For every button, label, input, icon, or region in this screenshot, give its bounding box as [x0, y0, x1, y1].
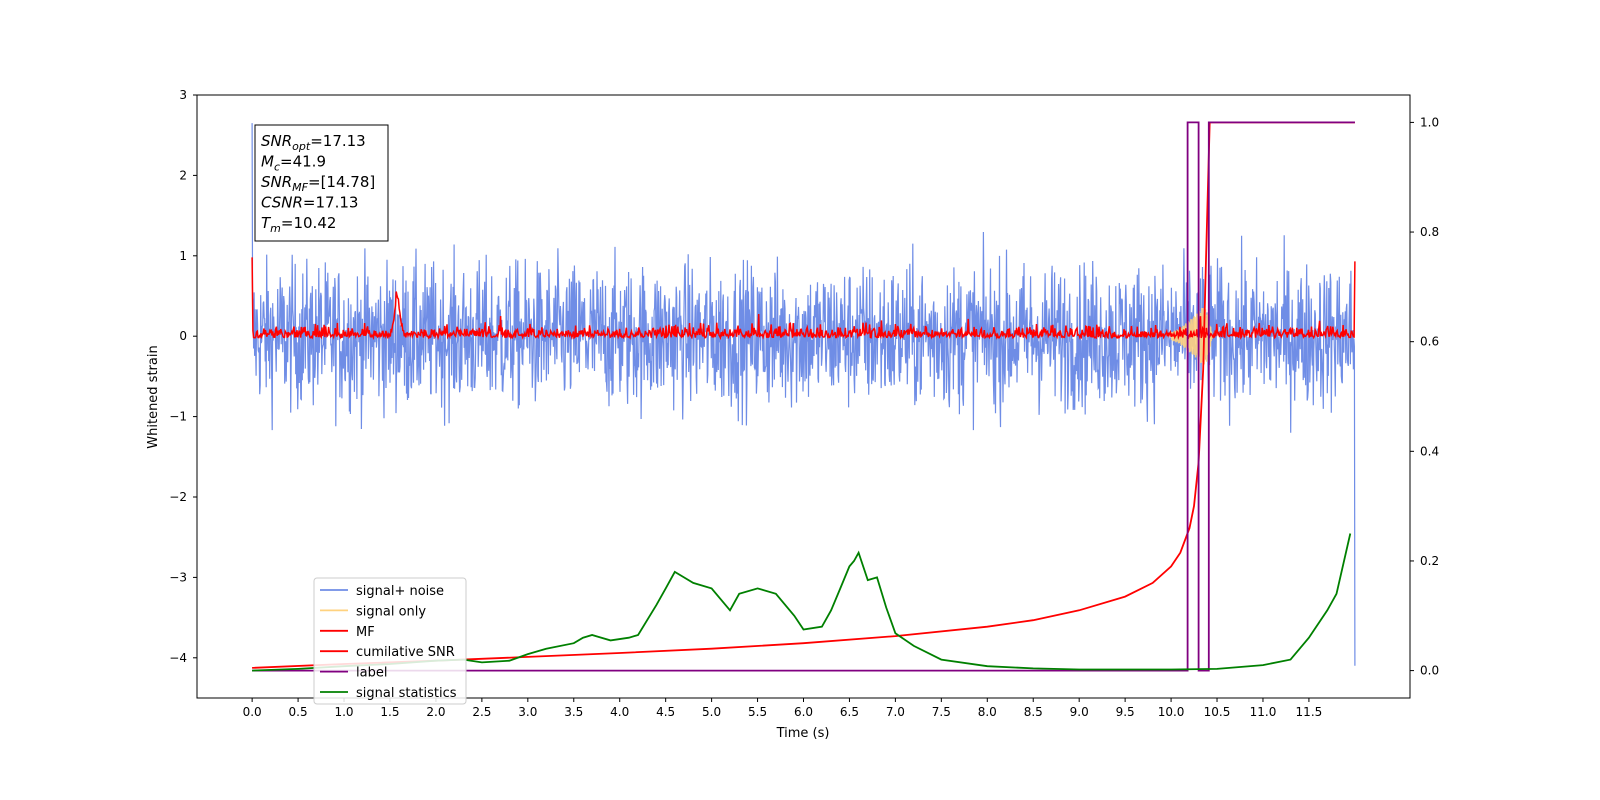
x-tick-label: 4.0	[610, 705, 629, 719]
x-tick-label: 8.5	[1024, 705, 1043, 719]
x-tick-label: 3.0	[518, 705, 537, 719]
x-tick-label: 6.0	[794, 705, 813, 719]
x-tick-label: 0.0	[243, 705, 262, 719]
legend: signal+ noise signal only MF cumilative SNR…	[313, 577, 467, 705]
x-tick-label: 2.5	[472, 705, 491, 719]
x-axis: 0.0 0.5 1.0 1.5 2.0 2.5 3.0 3.5 4.0 4.5 5.0 5.5 6.0 6…	[243, 698, 1323, 719]
x-tick-label: 0.5	[289, 705, 308, 719]
y-tick-label: 0	[179, 329, 187, 343]
annotation-line: SNRopt=17.13	[261, 132, 366, 153]
x-tick-label: 3.5	[564, 705, 583, 719]
y-axis-right: 0.0 0.2 0.4 0.6 0.8 1.0	[1410, 115, 1439, 678]
x-tick-label: 11.5	[1296, 705, 1323, 719]
y-tick-label: 2	[179, 168, 187, 182]
x-tick-label: 1.5	[380, 705, 399, 719]
x-tick-label: 5.5	[748, 705, 767, 719]
y2-tick-label: 0.6	[1420, 335, 1439, 349]
x-axis-label: Time (s)	[776, 726, 830, 741]
series-signal-statistics	[252, 533, 1352, 672]
x-tick-label: 9.5	[1116, 705, 1135, 719]
legend-entry: signal+ noise	[356, 584, 444, 599]
x-tick-label: 6.5	[840, 705, 859, 719]
y-tick-label: −3	[169, 570, 187, 584]
y-axis-left: −4 −3 −2 −1 0 1 2 3	[169, 88, 197, 665]
y-tick-label: −1	[169, 410, 187, 424]
y-tick-label: −2	[169, 490, 187, 504]
x-tick-label: 10.0	[1158, 705, 1185, 719]
series-signal-noise	[251, 123, 1356, 666]
legend-entry: signal statistics	[356, 686, 457, 701]
legend-entry: cumilative SNR	[356, 645, 455, 660]
annotation-line: Tm=10.42	[261, 214, 336, 235]
y-tick-label: 3	[179, 88, 187, 102]
annotation-frame	[254, 124, 389, 242]
y-tick-label: −4	[169, 651, 187, 665]
y2-tick-label: 0.4	[1420, 444, 1439, 458]
x-tick-label: 10.5	[1204, 705, 1231, 719]
annotation-line: CSNR=17.13	[261, 194, 358, 212]
series-cumulative-snr	[252, 121, 1355, 669]
legend-entry: signal only	[356, 604, 426, 619]
stats-annotation-box: SNRopt=17.13Mc=41.9SNRMF=[14.78]CSNR=17.…	[254, 124, 389, 242]
x-tick-label: 1.0	[334, 705, 353, 719]
x-tick-label: 11.0	[1250, 705, 1277, 719]
y-tick-label: 1	[179, 249, 187, 263]
legend-entry: MF	[356, 625, 375, 640]
series-label	[252, 121, 1355, 672]
annotation-line: SNRMF=[14.78]	[261, 173, 375, 194]
x-tick-label: 4.5	[656, 705, 675, 719]
y-axis-label: Whitened strain	[146, 345, 161, 448]
annotation-line: Mc=41.9	[261, 153, 326, 174]
series-mf	[251, 257, 1356, 341]
y2-tick-label: 0.8	[1420, 225, 1439, 239]
x-tick-label: 2.0	[426, 705, 445, 719]
plot-area	[251, 121, 1356, 672]
y2-tick-label: 1.0	[1420, 115, 1439, 129]
x-tick-label: 9.0	[1070, 705, 1089, 719]
legend-entry: label	[356, 666, 387, 681]
y2-tick-label: 0.0	[1420, 664, 1439, 678]
x-tick-label: 7.5	[932, 705, 951, 719]
x-tick-label: 7.0	[886, 705, 905, 719]
x-tick-label: 8.0	[978, 705, 997, 719]
x-tick-label: 5.0	[702, 705, 721, 719]
y2-tick-label: 0.2	[1420, 554, 1439, 568]
legend-frame	[313, 577, 467, 705]
